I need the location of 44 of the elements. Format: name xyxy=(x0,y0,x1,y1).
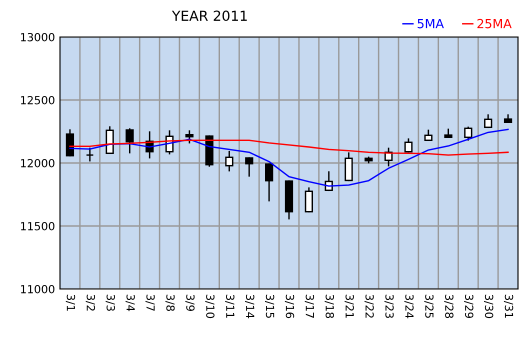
y-tick-label: 13000 xyxy=(21,32,54,42)
candlestick xyxy=(424,130,432,142)
x-tick-label: 3/8 xyxy=(165,294,175,311)
x-tick-label: 3/31 xyxy=(504,294,514,318)
candlestick xyxy=(245,157,254,177)
x-tick-label: 3/30 xyxy=(484,294,494,318)
x-tick-label: 3/17 xyxy=(304,294,314,318)
chart-title: YEAR 2011 xyxy=(172,10,247,22)
candlestick xyxy=(126,128,134,154)
x-tick-label: 3/3 xyxy=(106,294,115,311)
candlestick xyxy=(304,187,313,212)
x-tick-label: 3/2 xyxy=(86,294,96,311)
candlestick xyxy=(185,130,194,144)
y-tick-label: 12000 xyxy=(21,158,54,168)
candlestick xyxy=(106,126,114,154)
candlestick xyxy=(344,152,353,182)
x-tick-label: 3/24 xyxy=(404,294,414,318)
x-tick-label: 3/21 xyxy=(344,294,354,318)
x-tick-label: 3/14 xyxy=(245,294,254,318)
x-tick-label: 3/4 xyxy=(126,294,135,312)
y-tick-label: 12500 xyxy=(21,96,54,104)
candlestick xyxy=(265,163,274,202)
x-tick-label: 3/28 xyxy=(444,294,454,318)
x-tick-label: 3/23 xyxy=(384,294,394,318)
x-tick-label: 3/25 xyxy=(424,294,434,318)
candlestick xyxy=(464,126,472,141)
x-tick-label: 3/1 xyxy=(66,294,76,311)
x-tick-label: 3/9 xyxy=(185,294,195,311)
candlestick xyxy=(404,138,413,152)
x-tick-label: 3/18 xyxy=(324,294,334,318)
candlestick xyxy=(86,148,94,162)
y-tick-label: 11000 xyxy=(21,284,54,294)
x-tick-label: 3/15 xyxy=(264,294,274,318)
x-tick-label: 3/11 xyxy=(225,294,234,318)
x-tick-label: 3/7 xyxy=(146,294,155,311)
candlestick xyxy=(484,114,492,128)
legend-label: 5MA xyxy=(418,19,444,28)
legend-label: 25MA xyxy=(477,18,512,28)
candlestick xyxy=(225,150,234,172)
x-tick-label: 3/16 xyxy=(284,294,294,318)
x-tick-label: 3/22 xyxy=(364,294,374,318)
x-tick-label: 3/10 xyxy=(205,294,215,318)
x-tick-label: 3/29 xyxy=(464,294,474,318)
y-tick-label: 11500 xyxy=(21,222,54,230)
